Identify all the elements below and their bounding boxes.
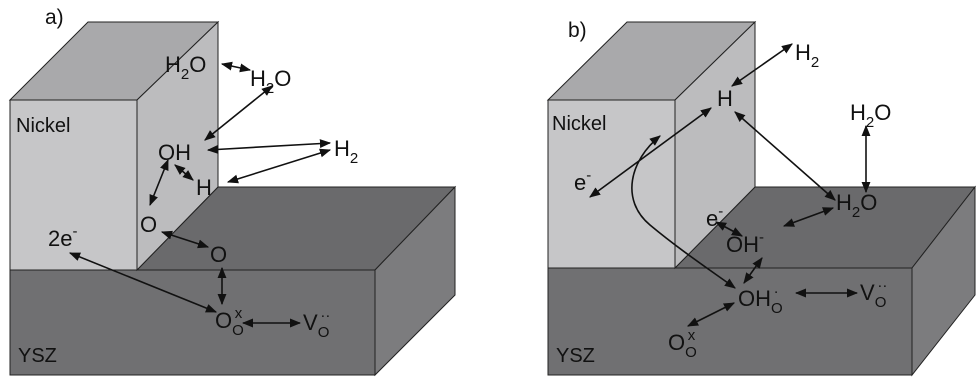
text: e — [706, 206, 718, 231]
sup: - — [718, 203, 723, 220]
text: H — [250, 66, 266, 91]
text: O — [274, 66, 291, 91]
sub: 2 — [866, 114, 874, 131]
text: H — [165, 52, 181, 77]
sup: - — [586, 167, 591, 184]
text: O — [210, 242, 227, 267]
text: OH — [158, 140, 191, 165]
text: OH — [738, 286, 771, 311]
nickel-label: Nickel — [16, 115, 70, 137]
species: OH- — [726, 229, 764, 257]
text: V — [303, 310, 318, 335]
sub: 2 — [350, 150, 358, 167]
species: H2 — [334, 136, 358, 167]
text: H — [196, 175, 212, 200]
ysz-label: YSZ — [18, 345, 57, 367]
text: O — [874, 100, 891, 125]
sub: 2 — [811, 54, 819, 71]
text: 2e — [48, 226, 72, 251]
text: H — [334, 136, 350, 161]
text: OH — [726, 232, 759, 257]
sub: O — [771, 300, 783, 317]
sub: 2 — [181, 66, 189, 83]
sub: O — [318, 324, 330, 341]
species: H — [196, 175, 212, 200]
sub: O — [685, 344, 697, 361]
text: H — [836, 190, 852, 215]
diagram: a)NickelYSZH2OH2OOHHH2OO2e-OOxVO··b)Nick… — [0, 0, 977, 379]
text: H — [850, 100, 866, 125]
species: O — [210, 242, 227, 267]
arrow — [208, 143, 330, 150]
panel-b — [548, 22, 975, 375]
arrow — [222, 64, 250, 70]
species: OH — [158, 140, 191, 165]
ysz-label: YSZ — [556, 345, 595, 367]
text: H — [795, 40, 811, 65]
nickel-label: Nickel — [552, 113, 606, 135]
text: O — [668, 330, 685, 355]
sub: 2 — [852, 204, 860, 221]
text: O — [140, 212, 157, 237]
sup: x — [688, 327, 696, 344]
text: H — [717, 86, 733, 111]
sub: 2 — [266, 80, 274, 97]
species: H2 — [795, 40, 819, 71]
sup: - — [72, 223, 77, 240]
species: H2O — [850, 100, 891, 131]
sup: - — [759, 229, 764, 246]
species: H — [717, 86, 733, 111]
arrow — [228, 150, 330, 182]
text: O — [860, 190, 877, 215]
panel-label: a) — [45, 6, 64, 29]
sub: O — [875, 294, 887, 311]
text: e — [574, 170, 586, 195]
text: V — [860, 280, 875, 305]
sup: ·· — [320, 307, 330, 324]
text: O — [215, 308, 232, 333]
sub: O — [232, 322, 244, 339]
sup: ·· — [877, 277, 887, 294]
sup: x — [235, 305, 243, 322]
panel-label: b) — [568, 19, 587, 42]
text: O — [189, 52, 206, 77]
species: H2O — [250, 66, 291, 97]
species: O — [140, 212, 157, 237]
sup: · — [774, 283, 779, 300]
